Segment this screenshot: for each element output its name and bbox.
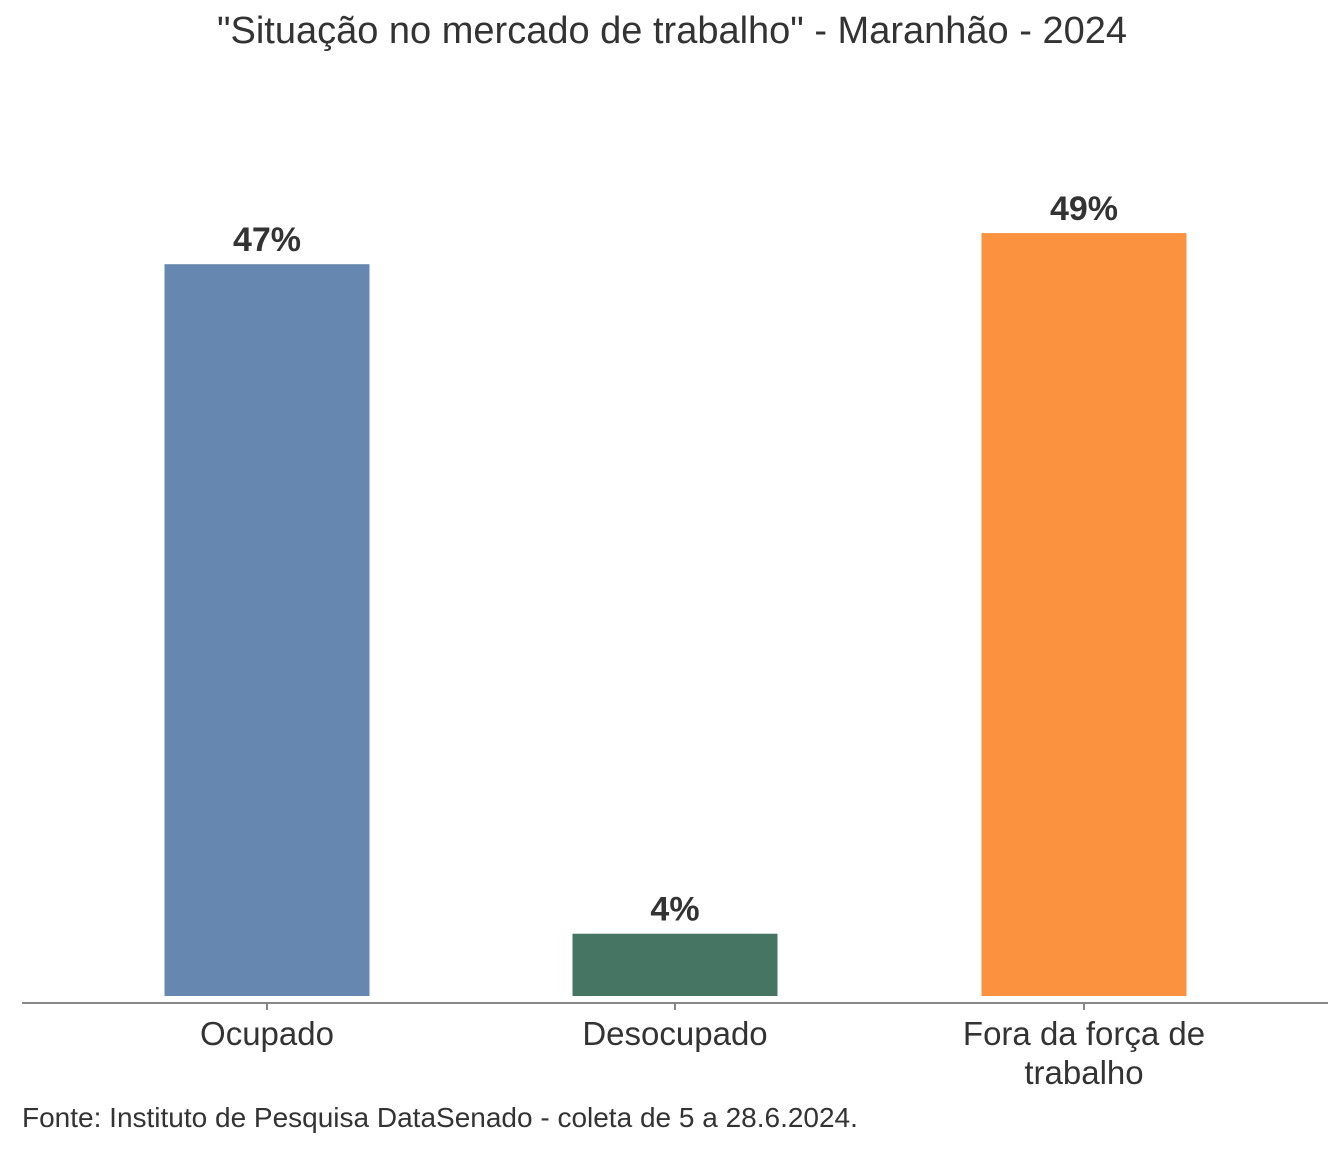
x-tick-label-2: Fora da força de bbox=[963, 1015, 1205, 1052]
bar-0 bbox=[164, 264, 370, 997]
x-tick-label-0: Ocupado bbox=[200, 1015, 334, 1052]
x-tick-label-1: Desocupado bbox=[582, 1015, 767, 1052]
bar-1 bbox=[572, 933, 778, 996]
bar-2 bbox=[981, 233, 1187, 996]
x-tick-label-2-line1: trabalho bbox=[1024, 1054, 1143, 1091]
chart-title: "Situação no mercado de trabalho" - Mara… bbox=[217, 10, 1127, 52]
source-note: Fonte: Instituto de Pesquisa DataSenado … bbox=[22, 1102, 858, 1133]
data-label-1: 4% bbox=[650, 891, 699, 929]
data-label-2: 49% bbox=[1050, 190, 1118, 228]
data-label-0: 47% bbox=[233, 221, 301, 259]
